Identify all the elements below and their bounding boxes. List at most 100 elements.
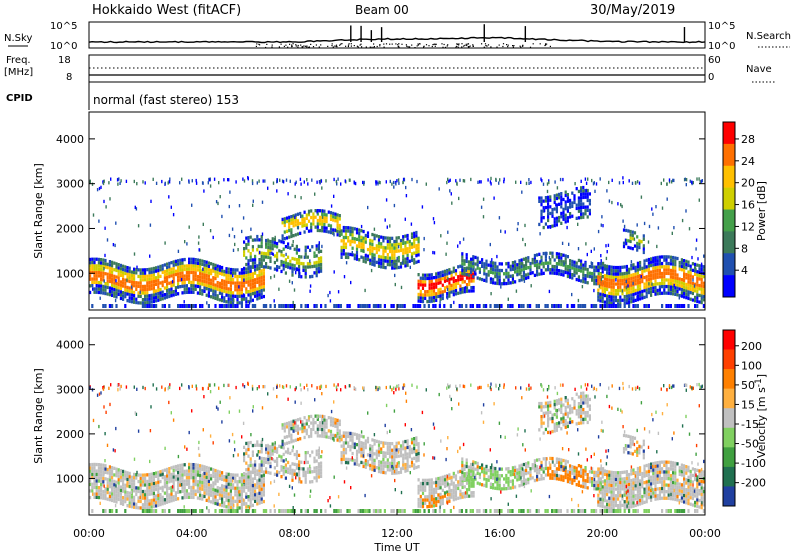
power-cell (514, 280, 517, 284)
power-cell (284, 264, 287, 269)
power-cell (309, 261, 312, 266)
power-cell (294, 216, 297, 220)
velocity-cell (380, 470, 383, 474)
power-cell (93, 260, 96, 265)
velocity-cell (355, 433, 359, 437)
velocity-cell (172, 498, 175, 502)
power-cell (212, 279, 215, 283)
velocity-cell (295, 453, 298, 457)
velocity-cell (432, 497, 436, 501)
power-cell (402, 241, 405, 245)
velocity-cell (461, 485, 464, 489)
power-cell (571, 266, 574, 270)
velocity-cell (312, 424, 315, 428)
power-cell (517, 222, 519, 226)
power-cell (97, 287, 100, 291)
power-cell (441, 296, 444, 301)
velocity-cell (124, 496, 127, 501)
power-cell (430, 286, 433, 290)
power-cell (183, 281, 186, 285)
velocity-cell (293, 469, 296, 473)
velocity-cell (428, 504, 431, 509)
power-cell (188, 264, 191, 268)
nsearch-dot (287, 46, 289, 48)
power-cell (538, 265, 541, 270)
power-cell (103, 199, 105, 204)
velocity-cell (144, 499, 147, 503)
power-cell (396, 256, 398, 261)
velocity-cell (247, 447, 250, 452)
power-cell (435, 292, 438, 296)
power-cell (582, 212, 585, 216)
velocity-cell (177, 487, 180, 491)
power-cell (203, 279, 206, 284)
velocity-cell (258, 485, 261, 489)
velocity-cell (203, 481, 206, 485)
power-cell (353, 240, 356, 244)
velocity-cell (441, 501, 444, 506)
velocity-cell (313, 456, 316, 460)
power-cell (148, 297, 151, 301)
nsearch-dot (401, 43, 403, 45)
power-cell (435, 282, 438, 286)
power-cell (564, 207, 567, 211)
power-cell (641, 289, 644, 294)
power-cell (680, 261, 683, 265)
velocity-cell (113, 479, 116, 484)
power-cell (665, 284, 668, 289)
velocity-cell (100, 489, 103, 493)
velocity-cell (290, 420, 293, 424)
velocity-cell (201, 481, 204, 485)
power-cell (498, 181, 500, 185)
velocity-cell (443, 484, 447, 488)
velocity-cell (249, 440, 252, 445)
velocity-cell (144, 480, 147, 484)
power-cell (363, 180, 365, 185)
velocity-cell (413, 443, 416, 447)
power-cell (685, 259, 688, 263)
power-cell (227, 270, 230, 275)
power-cell (454, 285, 458, 289)
velocity-cell (278, 454, 281, 458)
velocity-cell (203, 478, 206, 482)
velocity-cell (260, 447, 263, 451)
power-cell (639, 264, 642, 268)
power-cell (300, 196, 302, 200)
velocity-cell (281, 423, 284, 427)
power-cell (388, 259, 392, 264)
power-cell (632, 292, 635, 297)
power-cell (245, 287, 248, 291)
velocity-cell (97, 472, 100, 477)
power-cell (137, 294, 140, 298)
power-cell (265, 252, 268, 256)
power-cell (229, 271, 232, 275)
velocity-cell (284, 466, 287, 470)
power-cell (201, 272, 204, 276)
velocity-cell (245, 468, 248, 472)
power-cell (212, 282, 215, 286)
power-cell (410, 222, 413, 226)
power-cell (228, 178, 230, 182)
power-cell (375, 247, 378, 251)
power-cell (645, 258, 648, 262)
power-cell (344, 255, 348, 259)
velocity-cell (91, 462, 94, 467)
power-cell (643, 289, 646, 293)
power-cell (569, 215, 572, 219)
velocity-cell (144, 489, 147, 494)
power-cell (183, 274, 186, 278)
velocity-cell (386, 451, 389, 455)
power-cell (166, 262, 169, 266)
power-cell (251, 261, 254, 265)
power-cell (603, 293, 606, 298)
power-cell (395, 236, 398, 240)
velocity-cell (229, 489, 232, 493)
power-cell (631, 181, 634, 185)
velocity-cell (323, 431, 326, 435)
power-cell (428, 283, 431, 287)
velocity-cell (358, 437, 361, 441)
power-cell (380, 258, 383, 262)
velocity-cell (214, 472, 217, 476)
velocity-cell (106, 490, 109, 495)
power-cell (569, 205, 572, 209)
